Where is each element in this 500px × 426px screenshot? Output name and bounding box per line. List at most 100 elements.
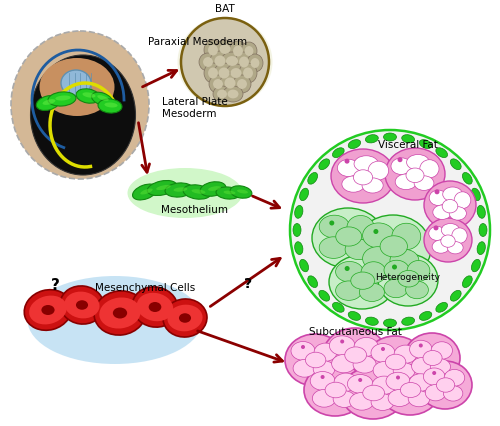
Ellipse shape <box>312 208 384 268</box>
Ellipse shape <box>442 199 458 213</box>
Ellipse shape <box>424 368 445 385</box>
Ellipse shape <box>42 99 56 105</box>
Ellipse shape <box>60 286 104 324</box>
Ellipse shape <box>179 313 191 323</box>
Ellipse shape <box>332 302 344 312</box>
Text: BAT: BAT <box>215 4 235 14</box>
Ellipse shape <box>391 158 412 175</box>
Ellipse shape <box>426 385 446 401</box>
Ellipse shape <box>436 378 454 392</box>
Ellipse shape <box>217 89 227 98</box>
Ellipse shape <box>208 44 218 55</box>
Ellipse shape <box>244 46 254 56</box>
Ellipse shape <box>214 63 234 83</box>
Ellipse shape <box>336 227 361 246</box>
Ellipse shape <box>420 311 432 320</box>
Ellipse shape <box>128 168 242 218</box>
Ellipse shape <box>76 300 88 310</box>
Ellipse shape <box>384 133 396 141</box>
Ellipse shape <box>449 207 466 220</box>
Ellipse shape <box>199 53 217 71</box>
Ellipse shape <box>29 296 67 325</box>
Ellipse shape <box>450 291 461 301</box>
Ellipse shape <box>192 189 205 194</box>
Text: Paraxial Mesoderm: Paraxial Mesoderm <box>148 37 247 47</box>
Ellipse shape <box>380 236 407 257</box>
Ellipse shape <box>247 54 263 72</box>
Ellipse shape <box>213 86 231 102</box>
Circle shape <box>396 375 400 380</box>
Ellipse shape <box>334 373 357 391</box>
Ellipse shape <box>165 183 193 197</box>
Text: Lateral Plate
Mesoderm: Lateral Plate Mesoderm <box>162 97 228 119</box>
Circle shape <box>340 340 344 343</box>
Ellipse shape <box>384 279 408 298</box>
Ellipse shape <box>163 299 207 337</box>
Ellipse shape <box>42 305 54 315</box>
Ellipse shape <box>360 283 384 302</box>
Ellipse shape <box>209 75 227 93</box>
Ellipse shape <box>393 363 415 380</box>
Ellipse shape <box>431 342 452 359</box>
Ellipse shape <box>444 369 464 386</box>
Ellipse shape <box>314 343 337 361</box>
Ellipse shape <box>424 218 472 262</box>
Ellipse shape <box>408 391 430 407</box>
Ellipse shape <box>224 78 235 89</box>
Ellipse shape <box>472 259 480 272</box>
Ellipse shape <box>477 205 486 218</box>
Ellipse shape <box>472 188 480 201</box>
Circle shape <box>358 378 362 382</box>
Ellipse shape <box>354 156 378 172</box>
Ellipse shape <box>229 41 247 61</box>
Ellipse shape <box>214 55 226 66</box>
Ellipse shape <box>104 103 118 107</box>
Circle shape <box>181 18 269 106</box>
Ellipse shape <box>348 374 373 393</box>
Text: Visceral Fat: Visceral Fat <box>378 140 438 150</box>
Ellipse shape <box>216 187 240 199</box>
Ellipse shape <box>341 367 405 419</box>
Ellipse shape <box>137 293 173 321</box>
Ellipse shape <box>178 17 272 107</box>
Ellipse shape <box>233 46 243 57</box>
Ellipse shape <box>362 223 394 248</box>
Ellipse shape <box>239 63 257 83</box>
Ellipse shape <box>366 317 378 325</box>
Ellipse shape <box>402 317 414 325</box>
Ellipse shape <box>414 176 434 190</box>
Ellipse shape <box>204 63 222 83</box>
Ellipse shape <box>200 182 226 196</box>
Ellipse shape <box>293 360 316 377</box>
Ellipse shape <box>412 357 433 374</box>
Ellipse shape <box>430 359 450 375</box>
Ellipse shape <box>224 190 235 194</box>
Ellipse shape <box>100 297 140 328</box>
Ellipse shape <box>332 148 344 158</box>
Ellipse shape <box>351 272 374 289</box>
Ellipse shape <box>371 343 395 362</box>
Ellipse shape <box>423 351 442 366</box>
Ellipse shape <box>306 352 326 368</box>
Ellipse shape <box>82 92 96 98</box>
Ellipse shape <box>333 391 355 407</box>
Ellipse shape <box>64 292 100 318</box>
Ellipse shape <box>345 239 372 259</box>
Ellipse shape <box>406 155 430 170</box>
Ellipse shape <box>407 261 430 281</box>
Ellipse shape <box>398 271 419 287</box>
Ellipse shape <box>308 173 318 184</box>
Ellipse shape <box>420 160 439 178</box>
Ellipse shape <box>174 187 188 192</box>
Ellipse shape <box>239 57 249 67</box>
Ellipse shape <box>380 365 440 415</box>
Ellipse shape <box>362 247 393 271</box>
Ellipse shape <box>394 345 417 363</box>
Ellipse shape <box>294 205 303 218</box>
Ellipse shape <box>226 56 238 66</box>
Circle shape <box>344 266 350 271</box>
Ellipse shape <box>208 67 218 78</box>
Ellipse shape <box>208 186 221 191</box>
Ellipse shape <box>233 75 251 93</box>
Ellipse shape <box>331 149 395 203</box>
